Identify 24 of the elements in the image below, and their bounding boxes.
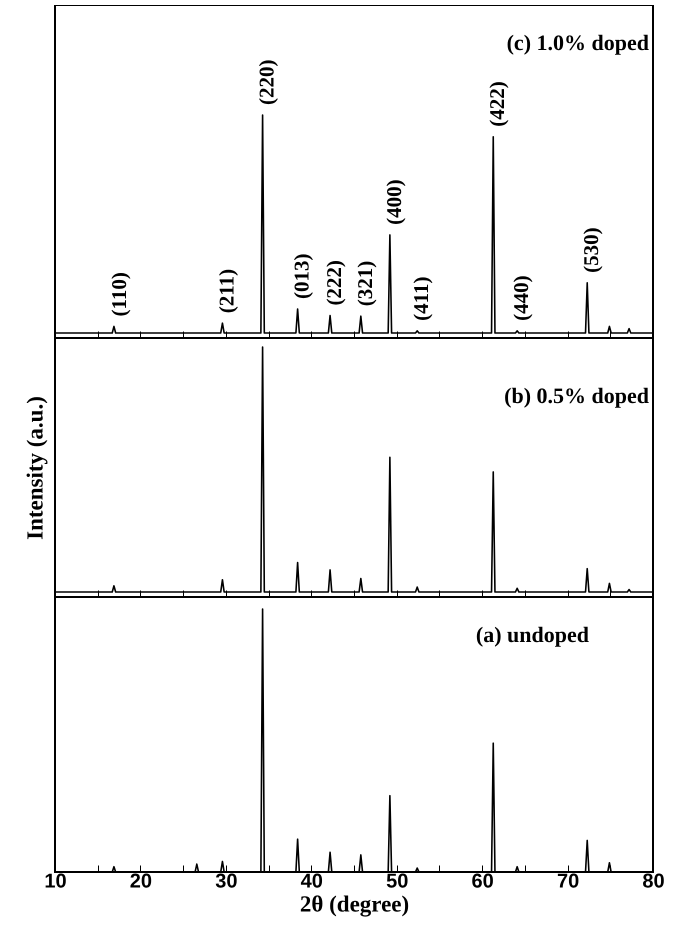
- annotation: (110): [106, 272, 131, 316]
- annotation: (321): [352, 260, 377, 306]
- text: (c) 1.0% doped: [506, 30, 649, 55]
- annotation: (400): [382, 179, 406, 225]
- x-tick-label: 40: [300, 870, 323, 892]
- annotation: (411): [409, 276, 434, 321]
- y-axis-title: Intensity (a.u.): [22, 396, 48, 540]
- x-axis-title: 2θ (degree): [300, 892, 410, 918]
- x-tick-label: 60: [472, 870, 494, 892]
- annotation: (440): [509, 275, 534, 321]
- x-tick-label: 50: [386, 870, 408, 892]
- x-tick-label: 10: [44, 870, 67, 892]
- annotation: (422): [485, 81, 510, 127]
- x-tick-label: 80: [642, 870, 665, 892]
- annotation: (530): [579, 227, 604, 273]
- x-tick-label: 30: [215, 870, 238, 892]
- annotation: (222): [322, 260, 346, 306]
- x-tick-label: 20: [130, 870, 152, 892]
- annotation: (013): [290, 254, 314, 300]
- annotation: (220): [254, 60, 279, 105]
- x-tick-label: 70: [556, 870, 580, 892]
- annotation: (b) 0.5% doped: [504, 383, 649, 408]
- annotation: (211): [214, 268, 238, 314]
- annotation: (a) undoped: [476, 622, 589, 647]
